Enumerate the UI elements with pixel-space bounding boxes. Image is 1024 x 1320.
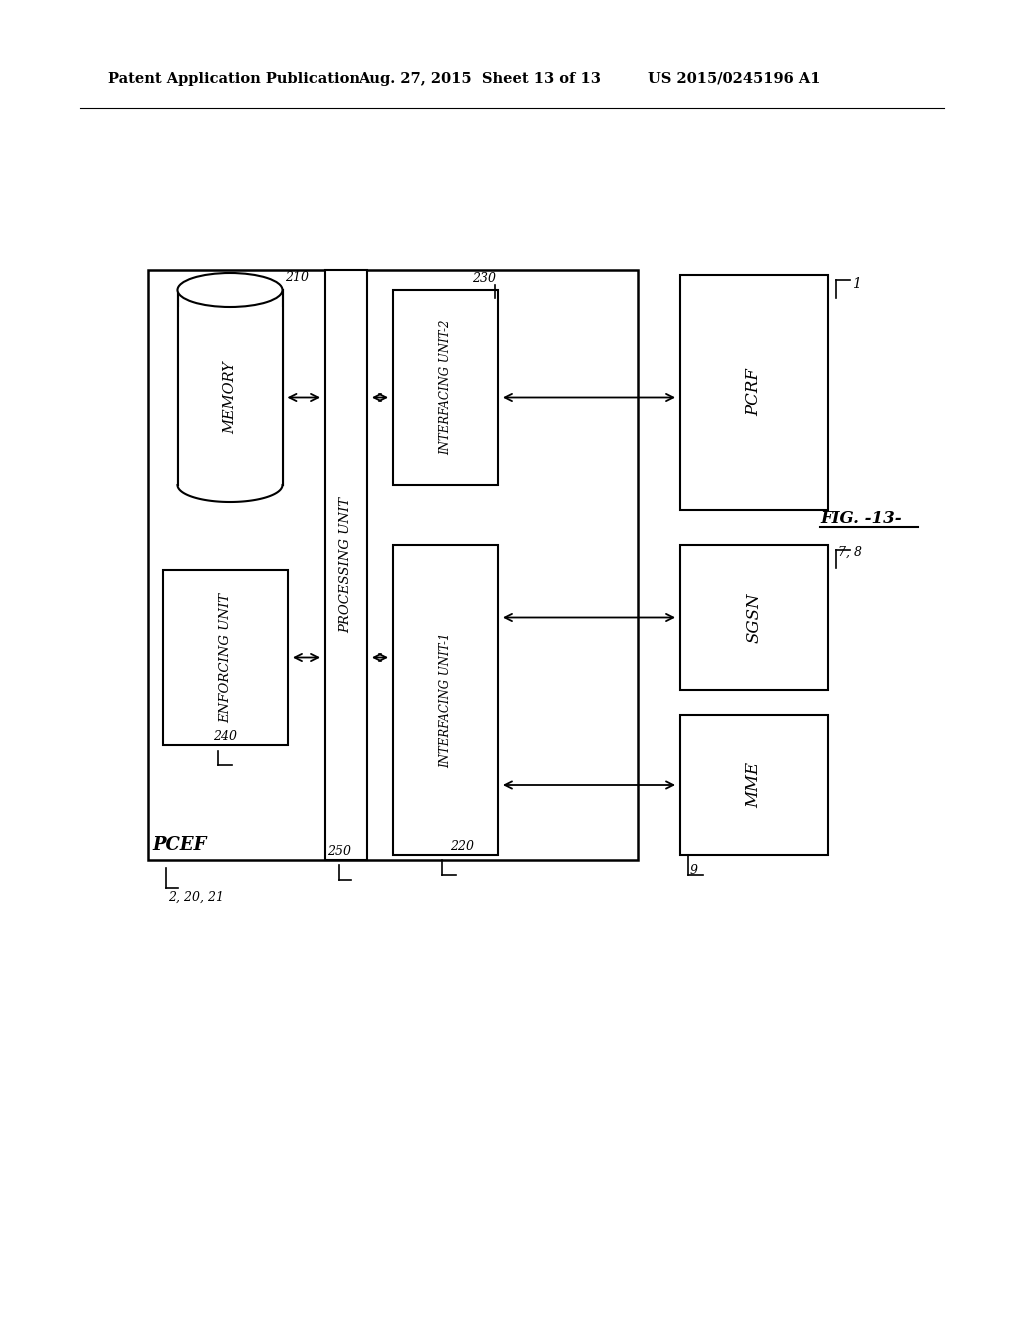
Text: SGSN: SGSN	[745, 593, 763, 643]
Text: Patent Application Publication: Patent Application Publication	[108, 73, 360, 86]
Text: PCRF: PCRF	[745, 368, 763, 416]
Bar	[163, 570, 288, 744]
Bar	[393, 545, 498, 855]
Bar	[680, 275, 828, 510]
Text: MME: MME	[745, 762, 763, 808]
Text: MEMORY: MEMORY	[223, 362, 237, 434]
Bar	[680, 715, 828, 855]
Bar	[177, 290, 283, 484]
Text: ENFORCING UNIT: ENFORCING UNIT	[219, 593, 232, 722]
Text: 220: 220	[451, 840, 474, 853]
Text: 250: 250	[327, 845, 351, 858]
Text: 1: 1	[852, 277, 861, 290]
Text: 230: 230	[472, 272, 496, 285]
Text: 240: 240	[213, 730, 238, 743]
Text: PCEF: PCEF	[152, 836, 207, 854]
Text: 210: 210	[286, 271, 309, 284]
Bar	[325, 271, 367, 861]
Ellipse shape	[177, 273, 283, 308]
Text: 9: 9	[690, 865, 698, 876]
Text: PROCESSING UNIT: PROCESSING UNIT	[340, 496, 352, 634]
Text: INTERFACING UNIT-2: INTERFACING UNIT-2	[439, 319, 452, 455]
Bar	[680, 545, 828, 690]
Text: 7, 8: 7, 8	[838, 546, 862, 558]
Text: 2, 20, 21: 2, 20, 21	[168, 891, 224, 904]
Text: US 2015/0245196 A1: US 2015/0245196 A1	[648, 73, 820, 86]
Bar	[148, 271, 638, 861]
Text: FIG. -13-: FIG. -13-	[820, 510, 901, 527]
Text: Aug. 27, 2015  Sheet 13 of 13: Aug. 27, 2015 Sheet 13 of 13	[358, 73, 601, 86]
Bar	[177, 308, 283, 484]
Text: INTERFACING UNIT-1: INTERFACING UNIT-1	[439, 632, 452, 768]
Bar	[393, 290, 498, 484]
